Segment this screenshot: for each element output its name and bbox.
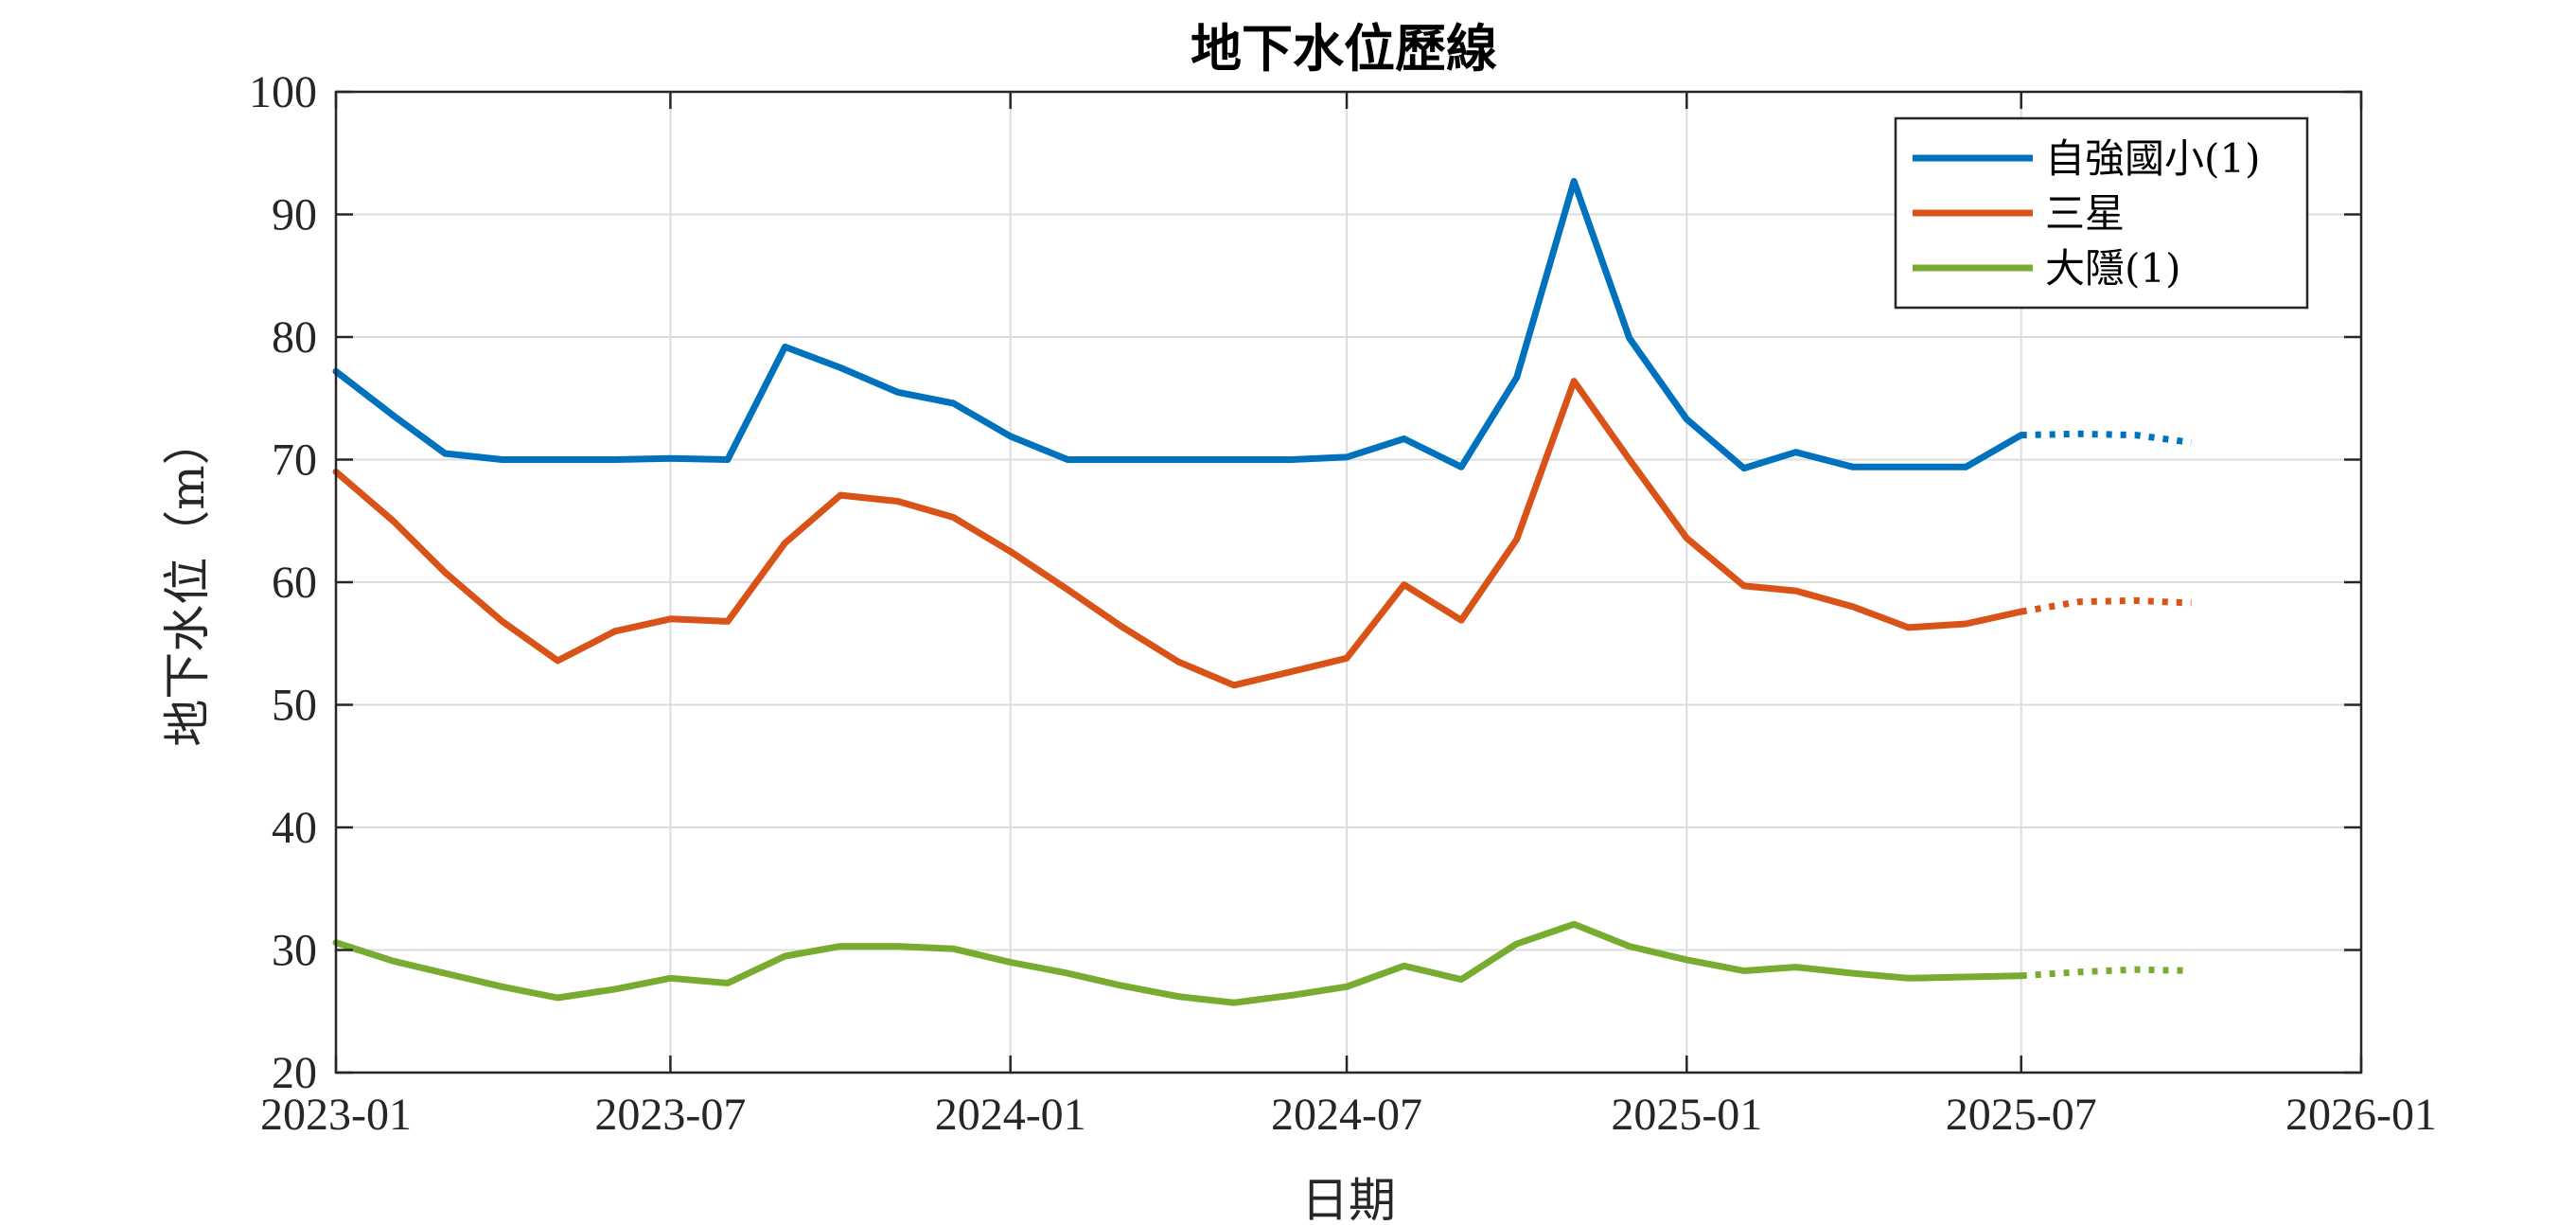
y-tick-label: 50 (272, 681, 317, 731)
x-tick-label: 2024-07 (1271, 1090, 1422, 1140)
y-tick-label: 70 (272, 435, 317, 486)
x-axis-label: 日期 (1301, 1173, 1396, 1225)
legend-entry-label: 自強國小(1) (2045, 135, 2261, 182)
series-lines (332, 178, 2192, 1006)
y-tick-label: 80 (272, 312, 317, 363)
series-forecast-line-1 (2020, 430, 2192, 446)
axis-ticks: 20 30 40 50 60 70 80 90 100 2023-01 2023-07 2024-01… (249, 67, 2437, 1140)
y-tick-label: 100 (249, 67, 317, 117)
series-forecast-line-3 (2020, 966, 2192, 980)
x-tick-label: 2024-01 (935, 1090, 1086, 1140)
legend-entry-label: 大隱(1) (2045, 245, 2181, 292)
x-tick-label: 2023-01 (260, 1090, 412, 1140)
x-tick-label: 2023-07 (594, 1090, 746, 1140)
x-tick-label: 2025-01 (1611, 1090, 1762, 1140)
legend-entry-label: 三星 (2045, 190, 2125, 237)
chart-title: 地下水位歷線 (1191, 18, 1497, 79)
series-line-2 (332, 378, 2025, 689)
y-tick-label: 40 (272, 803, 317, 853)
x-tick-label: 2026-01 (2285, 1090, 2437, 1140)
y-tick-label: 20 (272, 1048, 317, 1098)
y-axis-label: 地下水位（m） (160, 417, 215, 746)
x-tick-label: 2025-07 (1946, 1090, 2097, 1140)
series-line-3 (332, 920, 2025, 1006)
y-tick-label: 60 (272, 558, 317, 608)
series-line-1 (332, 178, 2025, 472)
grid-lines (336, 92, 2361, 1073)
series-forecast-line-2 (2020, 596, 2192, 615)
y-tick-label: 90 (272, 190, 317, 240)
y-tick-label: 30 (272, 926, 317, 976)
